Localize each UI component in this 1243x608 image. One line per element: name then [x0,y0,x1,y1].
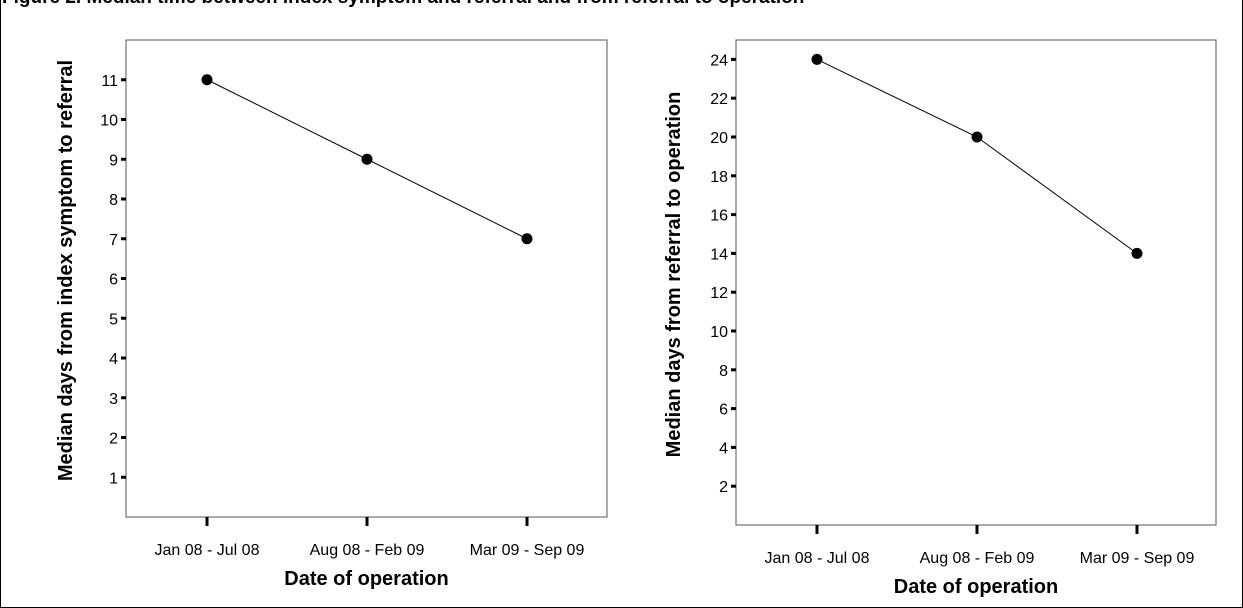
chart2-y-tick-label: 22 [710,91,728,108]
chart2-x-axis-title: Date of operation [894,576,1058,598]
chart2-y-tick-label: 4 [719,440,728,457]
chart2-y-tick-label: 6 [719,402,728,419]
chart2-x-tick-label: Aug 08 - Feb 09 [920,550,1035,567]
chart1-data-point [521,233,533,245]
chart1-y-tick-label: 2 [109,431,118,448]
chart2-y-tick-label: 10 [710,324,728,341]
chart2-y-tick-label: 14 [710,246,728,263]
chart1-y-tick-label: 1 [109,470,118,487]
chart2-series-line [816,58,1138,254]
chart1-x-tick-label: Aug 08 - Feb 09 [310,542,425,559]
chart2-y-axis-title: Median days from referral to operation [663,92,685,458]
chart1-y-tick-label: 9 [109,152,118,169]
chart1-data-point [361,153,373,165]
figure-title: Figure 2. Median time between index symp… [2,0,804,9]
chart1-y-tick-label: 6 [109,272,118,289]
chart2-x-tick-label: Mar 09 - Sep 09 [1080,550,1195,567]
chart2-y-tick-label: 24 [710,52,728,69]
chart2-y-tick-label: 2 [719,479,728,496]
chart1-y-tick-label: 5 [109,311,118,328]
chart2-y-tick-label: 8 [719,363,728,380]
chart2-data-point [971,131,983,143]
chart2-plot-frame [735,39,1217,526]
chart2-y-tick-label: 16 [710,208,728,225]
chart1-x-tick-label: Mar 09 - Sep 09 [470,542,585,559]
chart2-data-point [811,53,823,65]
chart1-y-tick-label: 8 [109,192,118,209]
chart1-y-tick-label: 3 [109,391,118,408]
chart1-x-tick-label: Jan 08 - Jul 08 [155,542,260,559]
chart2-y-tick-label: 18 [710,169,728,186]
chart1-plot-frame [125,39,608,518]
chart1-y-tick-label: 7 [109,232,118,249]
chart1-y-tick-label: 11 [101,73,118,90]
chart1-y-axis-title: Median days from index symptom to referr… [55,60,77,481]
chart2-data-point [1131,247,1143,259]
chart1-x-axis-title: Date of operation [284,568,448,590]
chart2-y-tick-label: 12 [710,285,728,302]
chart1-data-point [201,74,213,86]
chart1-y-tick-label: 10 [100,113,118,130]
chart2-y-tick-label: 20 [710,130,728,147]
chart2-x-tick-label: Jan 08 - Jul 08 [765,550,870,567]
chart1-y-tick-label: 4 [109,351,118,368]
